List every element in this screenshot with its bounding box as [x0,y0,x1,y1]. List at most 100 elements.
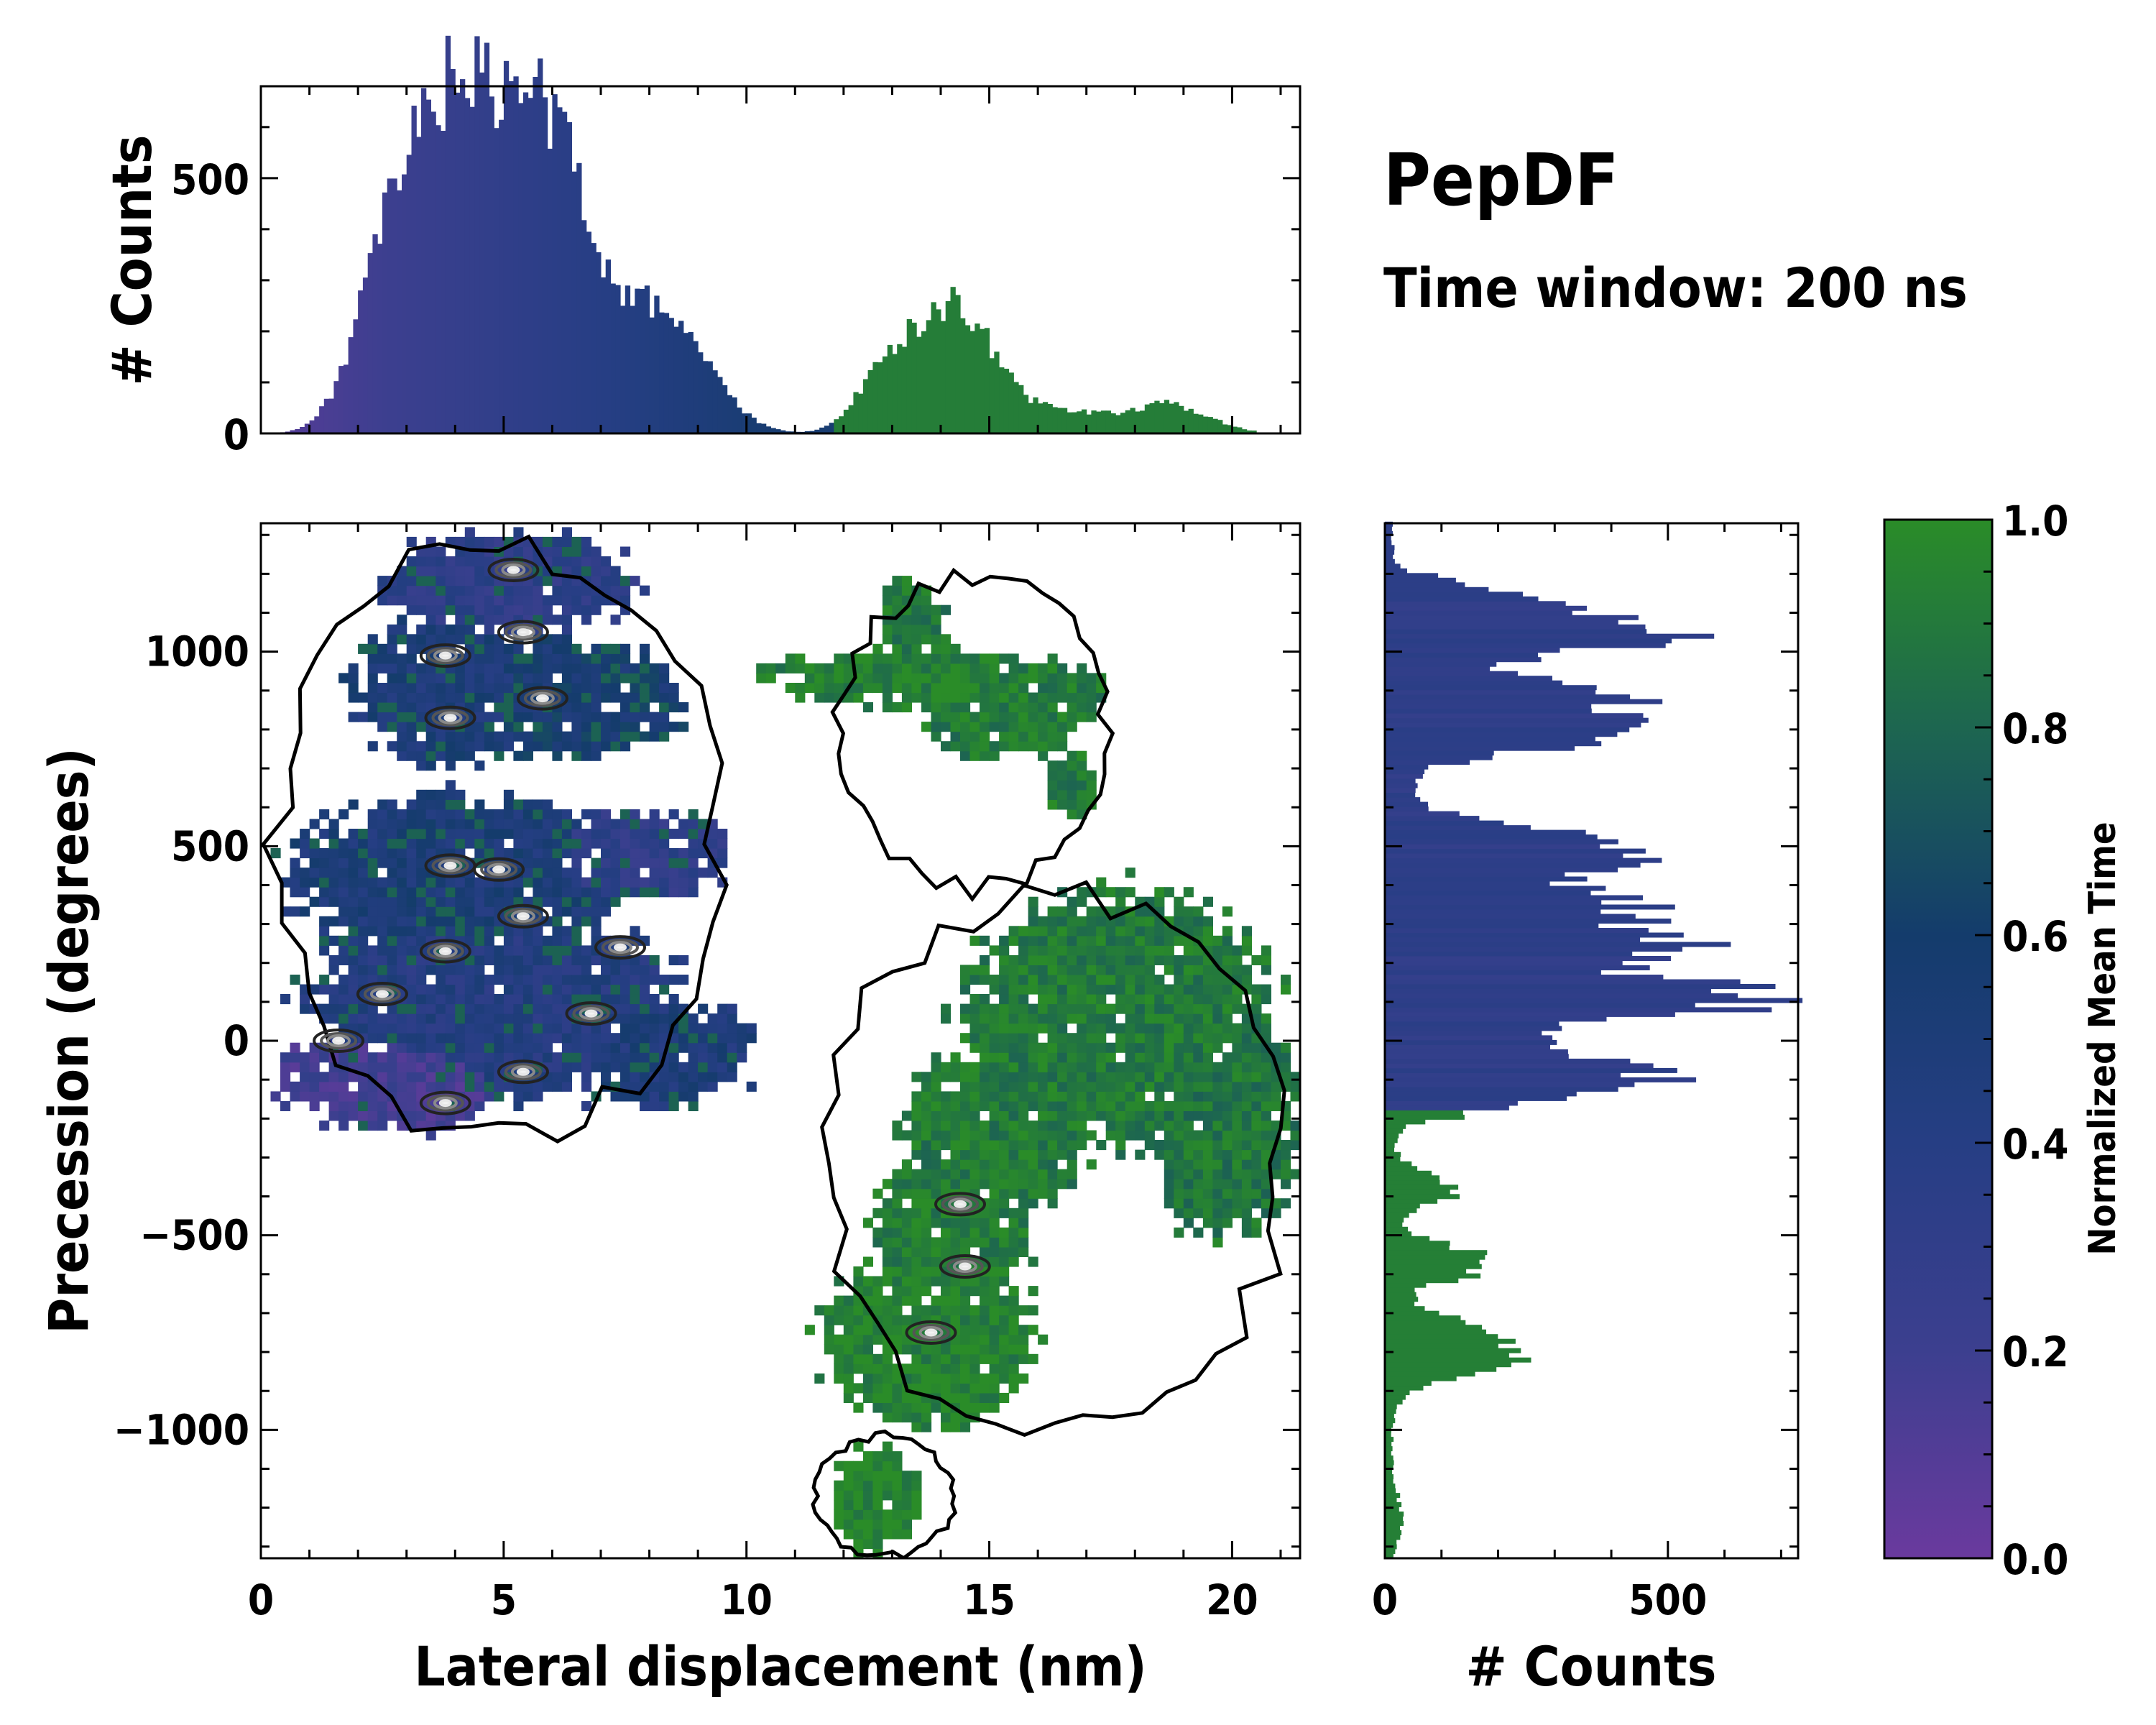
heat-cell-2168 [921,1198,932,1209]
heat-cell-2618 [1008,1363,1019,1374]
heat-cell-1044 [522,994,533,1005]
chart-title: PepDF [1383,138,1619,222]
y-tick-label: 1000 [145,627,249,676]
heat-cell-1809 [824,1344,834,1355]
heat-cell-1482 [610,819,621,829]
heat-cell-972 [503,595,514,606]
heat-cell-3099 [1125,954,1135,965]
heat-cell-1137 [542,1072,553,1082]
right-bar-32 [1385,1404,1397,1409]
heat-cell-98 [328,838,339,849]
heat-cell-1584 [640,1003,650,1014]
heat-cell-1183 [542,536,553,547]
heat-cell-398 [406,965,417,975]
heat-cell-2541 [989,1072,1000,1082]
heat-cell-419 [406,722,417,732]
heat-cell-2923 [1067,760,1077,771]
heat-cell-168 [358,1100,369,1111]
right-bar-11 [1385,1502,1402,1507]
heat-cell-2173 [921,1149,932,1160]
heat-cell-2028 [892,1198,903,1209]
right-bar-110 [1385,1039,1557,1045]
contour-11-0 [565,1001,617,1026]
heat-cell-230 [367,809,378,819]
heat-cell-2704 [1018,975,1029,985]
top-bar-203 [1246,430,1252,433]
heat-cell-3348 [1212,1208,1223,1218]
heat-cell-1944 [872,1276,883,1287]
heat-cell-2445 [969,722,980,732]
heat-cell-833 [484,1052,494,1063]
right-bar-170 [1385,760,1470,765]
heat-cell-410 [406,848,417,859]
heat-cell-2816 [1047,1052,1058,1063]
heat-cell-617 [445,1023,456,1034]
heat-cell-1975 [882,1295,893,1306]
heat-cell-255 [377,965,388,975]
heat-cell-465 [416,838,427,849]
heat-cell-2232 [931,712,941,722]
heat-cell-3010 [1096,1062,1107,1072]
heat-cell-657 [445,624,456,635]
heat-cell-1594 [640,848,650,859]
heat-cell-1340 [581,965,592,975]
colorbar: 0.00.20.40.60.81.0 Normalized Mean Time [1883,497,2124,1584]
heat-cell-283 [387,1110,397,1121]
heat-cell-389 [406,1052,417,1063]
heat-cell-2274 [941,1121,952,1131]
top-bar-93 [712,370,718,433]
heat-cell-909 [494,731,505,742]
heat-cell-3127 [1135,945,1146,956]
right-bar-82 [1385,1170,1432,1176]
heat-cell-1938 [872,1334,883,1345]
heat-cell-3101 [1125,935,1135,946]
heat-cell-2599 [999,1003,1010,1014]
heat-cell-558 [436,1042,446,1053]
heat-cell-2623 [1008,1315,1019,1325]
heat-cell-2140 [911,634,922,645]
top-bar-8 [300,427,305,433]
heat-cell-754 [464,731,475,742]
heat-cell-3219 [1174,1159,1184,1170]
heat-cell-1926 [872,1499,883,1510]
heat-cell-1955 [882,1519,893,1530]
right-bar-202 [1385,610,1572,616]
heat-cell-386 [406,1081,417,1092]
contour-11-3 [584,1009,598,1018]
heat-cell-1653 [659,877,670,888]
heat-cell-2224 [931,1100,941,1111]
heat-cell-3071 [1115,975,1126,985]
contour-8-2 [608,941,632,954]
heat-cell-2478 [980,1130,990,1141]
heat-cell-102 [338,1110,349,1121]
heat-cell-3257 [1183,1110,1194,1121]
heat-cell-3144 [1144,1023,1155,1034]
heat-cell-2378 [960,1081,971,1092]
heat-cell-3160 [1154,1121,1165,1131]
heat-cell-1490 [610,663,621,673]
heat-cell-3296 [1193,1052,1204,1063]
heat-cell-713 [455,604,466,615]
heat-cell-2440 [969,965,980,975]
heat-cell-2648 [1008,1042,1019,1053]
top-bar-17 [343,364,349,433]
heat-cell-3008 [1096,1081,1107,1092]
heat-cell-2589 [999,1100,1010,1111]
heat-cell-378 [397,595,407,606]
heat-cell-3345 [1212,1237,1223,1248]
heat-cell-1072 [522,663,533,673]
heat-cell-401 [406,935,417,946]
right-bar-49 [1385,1325,1483,1330]
heat-cell-99 [328,829,339,840]
heat-cell-1288 [571,994,582,1005]
heat-cell-1646 [659,1033,670,1044]
heat-cell-730 [464,1023,475,1034]
heat-cell-2223 [931,1110,941,1121]
heat-cell-3519 [1271,1159,1281,1170]
heat-cell-881 [494,1072,505,1082]
heat-cell-980 [513,1091,524,1102]
heat-cell-1433 [601,906,612,917]
heat-cell-3227 [1174,1081,1184,1092]
heat-cell-1244 [561,965,572,975]
heat-cell-270 [377,809,388,819]
